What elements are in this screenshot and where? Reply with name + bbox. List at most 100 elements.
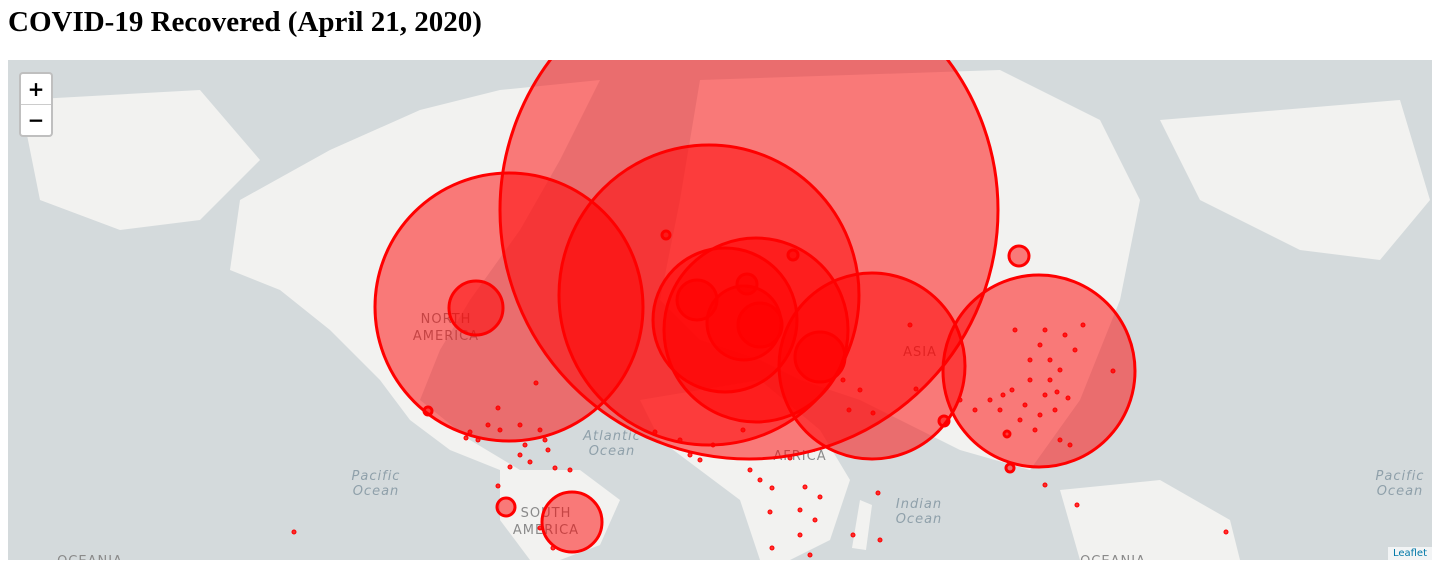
dot-marker[interactable] xyxy=(533,380,539,386)
dot-marker[interactable] xyxy=(1057,437,1063,443)
circle-marker[interactable] xyxy=(495,496,517,518)
dot-marker[interactable] xyxy=(567,467,573,473)
dot-marker[interactable] xyxy=(1052,407,1058,413)
dot-marker[interactable] xyxy=(527,459,533,465)
circle-marker[interactable] xyxy=(736,301,784,349)
circle-marker[interactable] xyxy=(793,330,847,384)
dot-marker[interactable] xyxy=(877,537,883,543)
dot-marker[interactable] xyxy=(475,437,481,443)
dot-marker[interactable] xyxy=(522,442,528,448)
dot-marker[interactable] xyxy=(550,545,556,551)
dot-marker[interactable] xyxy=(1009,387,1015,393)
dot-marker[interactable] xyxy=(537,525,543,531)
dot-marker[interactable] xyxy=(485,422,491,428)
dot-marker[interactable] xyxy=(1047,357,1053,363)
dot-marker[interactable] xyxy=(697,457,703,463)
dot-marker[interactable] xyxy=(812,517,818,523)
circle-marker[interactable] xyxy=(540,490,604,554)
dot-marker[interactable] xyxy=(997,407,1003,413)
dot-marker[interactable] xyxy=(870,410,876,416)
dot-marker[interactable] xyxy=(740,427,746,433)
region-label: OCEANIA xyxy=(1080,554,1146,560)
dot-marker[interactable] xyxy=(467,429,473,435)
dot-marker[interactable] xyxy=(1054,389,1060,395)
dot-marker[interactable] xyxy=(1057,367,1063,373)
dot-marker[interactable] xyxy=(517,452,523,458)
dot-marker[interactable] xyxy=(1223,529,1229,535)
circle-marker[interactable] xyxy=(1004,462,1016,474)
dot-marker[interactable] xyxy=(291,529,297,535)
circle-marker[interactable] xyxy=(1002,429,1012,439)
circle-marker[interactable] xyxy=(735,272,759,296)
dot-marker[interactable] xyxy=(537,427,543,433)
dot-marker[interactable] xyxy=(497,427,503,433)
dot-marker[interactable] xyxy=(957,397,963,403)
attribution[interactable]: Leaflet xyxy=(1387,547,1432,560)
dot-marker[interactable] xyxy=(907,322,913,328)
dot-marker[interactable] xyxy=(1022,402,1028,408)
circle-marker[interactable] xyxy=(660,229,672,241)
dot-marker[interactable] xyxy=(542,437,548,443)
dot-marker[interactable] xyxy=(1062,332,1068,338)
dot-marker[interactable] xyxy=(846,407,852,413)
circle-marker[interactable] xyxy=(1007,244,1031,268)
dot-marker[interactable] xyxy=(517,422,523,428)
dot-marker[interactable] xyxy=(1027,377,1033,383)
dot-marker[interactable] xyxy=(757,477,763,483)
dot-marker[interactable] xyxy=(767,509,773,515)
dot-marker[interactable] xyxy=(552,465,558,471)
dot-marker[interactable] xyxy=(747,467,753,473)
dot-marker[interactable] xyxy=(1000,392,1006,398)
dot-marker[interactable] xyxy=(850,532,856,538)
circle-marker[interactable] xyxy=(447,279,505,337)
dot-marker[interactable] xyxy=(652,429,658,435)
zoom-in-button[interactable]: + xyxy=(27,77,45,101)
dot-marker[interactable] xyxy=(769,545,775,551)
dot-marker[interactable] xyxy=(1072,347,1078,353)
dot-marker[interactable] xyxy=(972,407,978,413)
dot-marker[interactable] xyxy=(1012,327,1018,333)
dot-marker[interactable] xyxy=(802,484,808,490)
dot-marker[interactable] xyxy=(545,447,551,453)
dot-marker[interactable] xyxy=(1067,442,1073,448)
dot-marker[interactable] xyxy=(463,435,469,441)
dot-marker[interactable] xyxy=(875,490,881,496)
dot-marker[interactable] xyxy=(1110,368,1116,374)
dot-marker[interactable] xyxy=(797,507,803,513)
dot-marker[interactable] xyxy=(797,532,803,538)
dot-marker[interactable] xyxy=(710,442,716,448)
zoom-out-button[interactable]: − xyxy=(21,104,51,135)
dot-marker[interactable] xyxy=(1027,357,1033,363)
map[interactable]: NORTH AMERICA SOUTH AMERICA AFRICA ASIA … xyxy=(8,60,1432,560)
circle-marker[interactable] xyxy=(675,278,719,322)
dot-marker[interactable] xyxy=(1042,392,1048,398)
circle-marker[interactable] xyxy=(422,405,434,417)
dot-marker[interactable] xyxy=(1047,377,1053,383)
dot-marker[interactable] xyxy=(787,455,793,461)
dot-marker[interactable] xyxy=(1032,427,1038,433)
dot-marker[interactable] xyxy=(807,552,813,558)
dot-marker[interactable] xyxy=(495,483,501,489)
dot-marker[interactable] xyxy=(987,397,993,403)
dot-marker[interactable] xyxy=(687,452,693,458)
dot-marker[interactable] xyxy=(913,386,919,392)
dot-marker[interactable] xyxy=(817,494,823,500)
dot-marker[interactable] xyxy=(507,464,513,470)
dot-marker[interactable] xyxy=(1065,395,1071,401)
dot-marker[interactable] xyxy=(1017,417,1023,423)
dot-marker[interactable] xyxy=(677,437,683,443)
dot-marker[interactable] xyxy=(495,405,501,411)
circle-marker[interactable] xyxy=(937,414,951,428)
dot-marker[interactable] xyxy=(857,387,863,393)
circle-marker[interactable] xyxy=(786,248,800,262)
dot-marker[interactable] xyxy=(1042,482,1048,488)
dot-marker[interactable] xyxy=(1080,322,1086,328)
dot-marker[interactable] xyxy=(840,377,846,383)
dot-marker[interactable] xyxy=(1074,502,1080,508)
dot-marker[interactable] xyxy=(1037,412,1043,418)
circle-marker[interactable] xyxy=(941,273,1137,469)
dot-marker[interactable] xyxy=(1042,327,1048,333)
dot-marker[interactable] xyxy=(1037,342,1043,348)
dot-marker[interactable] xyxy=(769,485,775,491)
circle-marker[interactable] xyxy=(373,171,645,443)
